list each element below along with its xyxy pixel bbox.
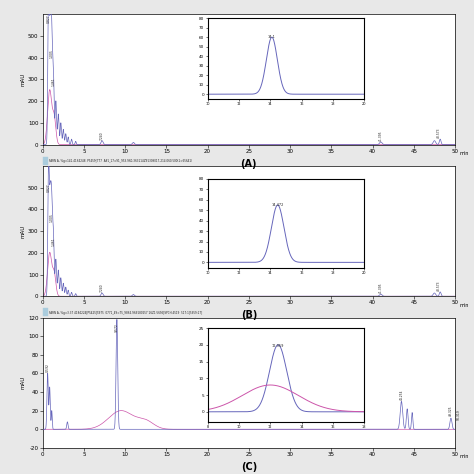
Text: 50.319: 50.319 <box>457 409 461 420</box>
Text: 48.573: 48.573 <box>437 281 440 292</box>
Y-axis label: mAU: mAU <box>20 376 25 389</box>
Text: 7.240: 7.240 <box>100 284 104 292</box>
Text: (B): (B) <box>241 310 257 320</box>
Text: 0.592: 0.592 <box>46 363 50 372</box>
Text: 7.240: 7.240 <box>100 131 104 140</box>
Text: (A): (A) <box>241 159 257 169</box>
Text: min: min <box>459 303 468 308</box>
Text: 0.827: 0.827 <box>46 183 50 192</box>
Text: 41.395: 41.395 <box>379 283 383 293</box>
Y-axis label: mAU: mAU <box>20 225 25 237</box>
Text: 1.005: 1.005 <box>49 49 53 58</box>
Text: 1.461: 1.461 <box>52 237 56 246</box>
Bar <box>43 157 47 164</box>
Text: 1.005: 1.005 <box>49 213 53 222</box>
Text: 1.461: 1.461 <box>52 77 56 86</box>
Text: (C): (C) <box>241 462 257 472</box>
Text: 49.325: 49.325 <box>449 406 453 416</box>
Text: 44.254: 44.254 <box>400 389 403 400</box>
Text: FARN A, %g=3.37 4184224[P5425[5975  0771_49=75_9864.969180257 16Z1:5695[SPCH:451: FARN A, %g=3.37 4184224[P5425[5975 0771_… <box>49 311 202 315</box>
Text: 9.572: 9.572 <box>115 323 119 331</box>
Text: 41.395: 41.395 <box>379 130 383 141</box>
Y-axis label: mAU: mAU <box>20 73 25 86</box>
Text: 48.573: 48.573 <box>437 128 440 138</box>
Bar <box>43 309 47 316</box>
Text: min: min <box>459 455 468 459</box>
Text: min: min <box>459 151 468 156</box>
Text: 0.827: 0.827 <box>46 14 50 23</box>
Text: FARN A, %g=141.4164248, P5459[777  A81_17=91_953.960-363114Z91309017-214.060-500: FARN A, %g=141.4164248, P5459[777 A81_17… <box>49 159 192 164</box>
